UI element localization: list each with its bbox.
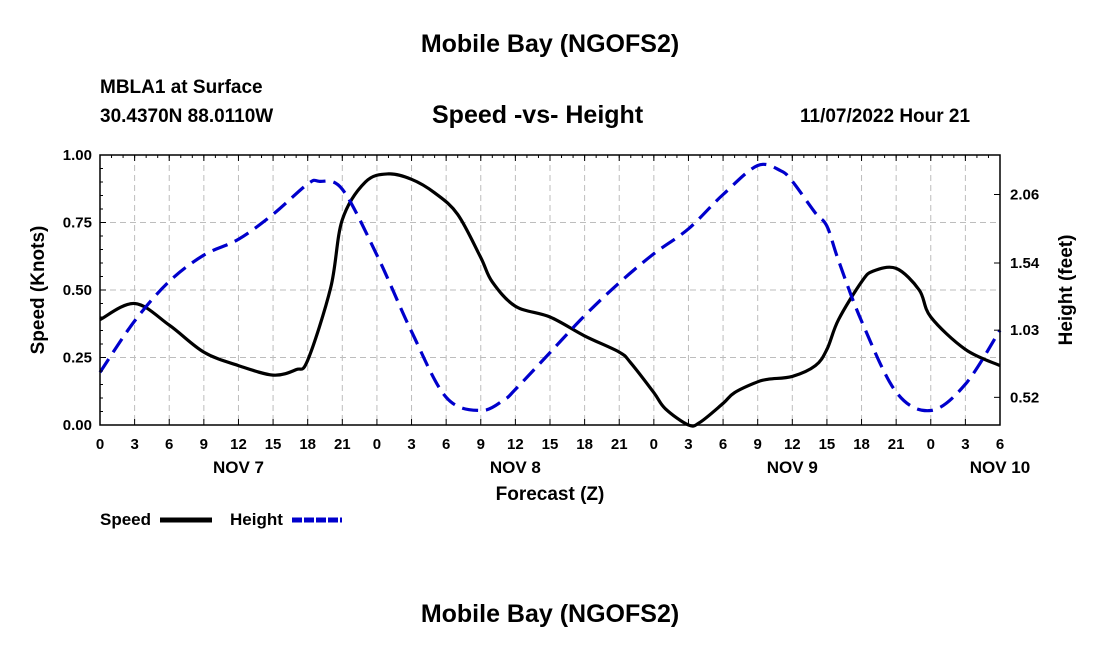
x-tick-label: 9 (477, 436, 485, 453)
date-label: NOV 7 (213, 458, 264, 477)
x-tick-label: 18 (853, 436, 870, 453)
x-tick-label: 21 (334, 436, 351, 453)
x-tick-label: 15 (265, 436, 282, 453)
x-tick-label: 6 (442, 436, 450, 453)
date-label: NOV 8 (490, 458, 541, 477)
x-tick-label: 15 (819, 436, 836, 453)
x-tick-label: 21 (611, 436, 628, 453)
date-label: NOV 9 (767, 458, 818, 477)
x-tick-label: 6 (719, 436, 727, 453)
speed-series-line (99, 172, 1001, 428)
y-tick-label: 1.00 (63, 147, 92, 164)
chart-title: Mobile Bay (NGOFS2) (420, 30, 680, 58)
x-tick-label: 9 (754, 436, 762, 453)
x-tick-label: 15 (542, 436, 559, 453)
x-tick-label: 3 (130, 436, 138, 453)
x-tick-label: 21 (888, 436, 905, 453)
legend-height-label: Height (230, 510, 283, 529)
x-tick-label: 12 (230, 436, 247, 453)
legend-speed-label: Speed (100, 510, 151, 529)
y-tick-label: 0.25 (63, 350, 92, 367)
grid (100, 155, 1000, 425)
x-tick-label: 6 (996, 436, 1004, 453)
x-tick-label: 3 (684, 436, 692, 453)
station-label: MBLA1 at Surface (100, 77, 263, 98)
x-tick-label: 0 (96, 436, 104, 453)
x-tick-label: 12 (784, 436, 801, 453)
x-tick-label: 6 (165, 436, 173, 453)
y2-tick-label: 0.52 (1010, 389, 1039, 406)
forecast-timestamp: 11/07/2022 Hour 21 (800, 106, 971, 127)
y2-axis-label: Height (feet) (1056, 235, 1077, 346)
x-tick-label: 9 (200, 436, 208, 453)
y-axis-label: Speed (Knots) (28, 226, 49, 355)
y-tick-label: 0.75 (63, 215, 92, 232)
station-coords: 30.4370N 88.0110W (100, 106, 274, 127)
x-tick-label: 0 (927, 436, 935, 453)
y2-tick-label: 1.03 (1010, 322, 1039, 339)
x-tick-label: 18 (299, 436, 316, 453)
x-axis-label: Forecast (Z) (496, 484, 605, 505)
y2-tick-label: 1.54 (1010, 255, 1040, 272)
y-tick-label: 0.00 (63, 417, 92, 434)
chart-subtitle: Speed -vs- Height (432, 101, 644, 129)
date-label: NOV 10 (970, 458, 1030, 477)
y-tick-label: 0.50 (63, 282, 92, 299)
x-tick-label: 0 (373, 436, 381, 453)
x-tick-label: 18 (576, 436, 593, 453)
series-layer (98, 162, 1002, 428)
height-series-line (98, 162, 1002, 413)
y2-tick-label: 2.06 (1010, 187, 1039, 204)
x-tick-label: 12 (507, 436, 524, 453)
legend: Speed Height (100, 510, 342, 529)
x-tick-label: 3 (407, 436, 415, 453)
x-tick-label: 0 (650, 436, 658, 453)
x-tick-label: 3 (961, 436, 969, 453)
axes: 0 3 6 9 12 15 18 21 0 3 6 9 12 15 18 21 0 3 6 9 12 15 18 21 0 3 6 N… (63, 147, 1040, 477)
footer-title: Mobile Bay (NGOFS2) (420, 600, 680, 628)
